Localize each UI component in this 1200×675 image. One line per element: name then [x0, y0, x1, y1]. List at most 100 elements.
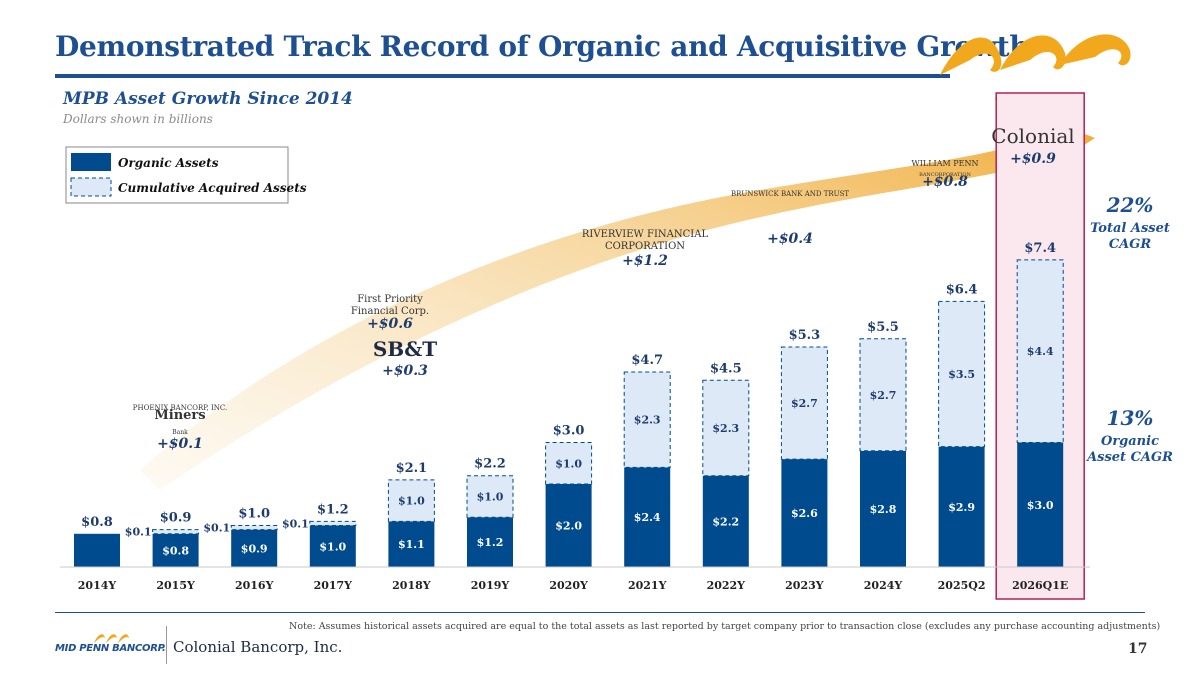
acquisition-value: +$0.4 [767, 231, 813, 247]
acquired-bar [938, 300, 986, 448]
organic-value-label: $2.9 [948, 501, 975, 514]
acquisition-logo-text: BANCORPORATION [919, 172, 971, 178]
footer-rule [55, 612, 1145, 613]
organic-bar [152, 533, 199, 567]
x-tick-label: 2019Y [471, 579, 510, 592]
acquired-bar [1016, 259, 1064, 443]
organic-value-label: $1.0 [319, 540, 346, 553]
cagr-percent: 13% [1107, 406, 1154, 430]
acquisition-logo-text: BRUNSWICK BANK AND TRUST [731, 190, 849, 198]
acquisition-value: +$0.6 [367, 316, 413, 332]
acquisition-value: +$0.1 [157, 436, 203, 452]
acquired-value-label: $3.5 [948, 368, 975, 381]
organic-bar [702, 475, 749, 567]
colonial-bancorp-logo: Colonial Bancorp, Inc. [173, 638, 343, 656]
acquired-bar [152, 529, 200, 535]
acquisition-value: +$1.2 [622, 253, 668, 269]
acquired-value-label: $0.1 [282, 517, 309, 530]
total-value-label: $5.5 [867, 320, 899, 335]
mid-penn-logo-icon [94, 634, 129, 643]
acquired-value-label: $1.0 [477, 490, 504, 503]
legend-label-acquired: Cumulative Acquired Assets [118, 181, 307, 195]
mid-penn-swoosh-icon [940, 34, 1131, 75]
organic-bar [781, 459, 828, 567]
acquired-value-label: $2.7 [791, 397, 818, 410]
acquired-value-label: $4.4 [1027, 345, 1054, 358]
acquisition-logo-text: RIVERVIEW FINANCIAL [582, 229, 709, 240]
total-value-label: $1.2 [317, 502, 349, 517]
acquired-bar [545, 442, 593, 485]
acquisition-logo-text: First Priority [357, 294, 423, 305]
acquisition-logo-text: Financial Corp. [351, 306, 429, 317]
organic-value-label: $0.8 [162, 544, 189, 557]
cagr-label: Asset CAGR [1085, 450, 1173, 465]
x-tick-label: 2026Q1E [1012, 579, 1068, 592]
x-tick-label: 2022Y [707, 579, 746, 592]
organic-bar [545, 484, 592, 567]
legend-swatch-acquired [70, 177, 112, 197]
acquired-bar [387, 479, 435, 522]
x-tick-label: 2015Y [156, 579, 195, 592]
organic-value-label: $2.4 [634, 511, 661, 524]
total-value-label: $7.4 [1024, 241, 1056, 256]
x-tick-label: 2025Q2 [938, 579, 986, 592]
acquired-value-label: $1.0 [555, 457, 582, 470]
acquisition-logo-text: PHOENIX BANCORP, INC. [133, 404, 227, 412]
total-value-label: $4.5 [710, 361, 742, 376]
x-tick-label: 2018Y [392, 579, 431, 592]
acquired-bar [780, 346, 828, 460]
total-value-label: $2.2 [474, 457, 506, 472]
acquired-bar [230, 525, 278, 531]
acquired-value-label: $2.3 [712, 422, 739, 435]
acquired-value-label: $2.7 [870, 389, 897, 402]
organic-value-label: $2.6 [791, 507, 818, 520]
acquisition-logo-text: CORPORATION [605, 241, 685, 252]
total-value-label: $2.1 [396, 461, 428, 476]
organic-bar [231, 529, 278, 567]
legend-swatch-organic [71, 153, 111, 171]
cagr-percent: 22% [1106, 193, 1154, 217]
total-value-label: $5.3 [789, 328, 821, 343]
organic-value-label: $1.1 [398, 538, 425, 551]
title-underline [55, 74, 950, 78]
legend-label-organic: Organic Assets [118, 156, 219, 170]
acquired-value-label: $2.3 [634, 414, 661, 427]
organic-value-label: $2.0 [555, 520, 582, 533]
total-value-label: $3.0 [553, 424, 585, 439]
mid-penn-logo: MID PENN BANCORP. [55, 643, 166, 654]
acquisition-logo-text: Miners [154, 408, 205, 423]
organic-bar [74, 533, 120, 567]
organic-bar [467, 517, 513, 567]
cagr-label: Organic [1101, 434, 1159, 449]
chart-subtitle: MPB Asset Growth Since 2014 [63, 89, 353, 109]
organic-value-label: $2.2 [712, 515, 739, 528]
acquisition-value: +$0.8 [922, 174, 968, 190]
acquired-bar [702, 379, 750, 477]
x-tick-label: 2014Y [78, 579, 117, 592]
page-number: 17 [1128, 641, 1148, 657]
organic-value-label: $2.8 [870, 503, 897, 516]
acquired-bar [309, 520, 357, 526]
acquired-value-label: $0.1 [203, 522, 230, 535]
footnote: Note: Assumes historical assets acquired… [289, 621, 1161, 632]
organic-bar [624, 467, 671, 567]
organic-bar [860, 450, 906, 567]
total-value-label: $6.4 [946, 282, 978, 297]
organic-value-label: $0.9 [241, 542, 268, 555]
x-tick-label: 2017Y [314, 579, 353, 592]
acquisition-logo-text: SB&T [373, 337, 437, 361]
acquired-bar [466, 475, 514, 518]
total-value-label: $1.0 [238, 507, 270, 522]
x-tick-label: 2024Y [864, 579, 903, 592]
x-tick-label: 2023Y [785, 579, 824, 592]
cagr-label: Total Asset [1090, 221, 1170, 236]
acquired-bar [623, 371, 671, 468]
growth-arrow [140, 98, 1095, 490]
acquired-value-label: $1.0 [398, 495, 425, 508]
acquired-value-label: $0.1 [125, 526, 152, 539]
logo-divider [166, 626, 167, 664]
acquisition-value: +$0.9 [1010, 151, 1056, 167]
acquisition-logo-text: Bank [172, 429, 188, 436]
organic-bar [1017, 442, 1064, 567]
acquired-bar [859, 338, 907, 452]
